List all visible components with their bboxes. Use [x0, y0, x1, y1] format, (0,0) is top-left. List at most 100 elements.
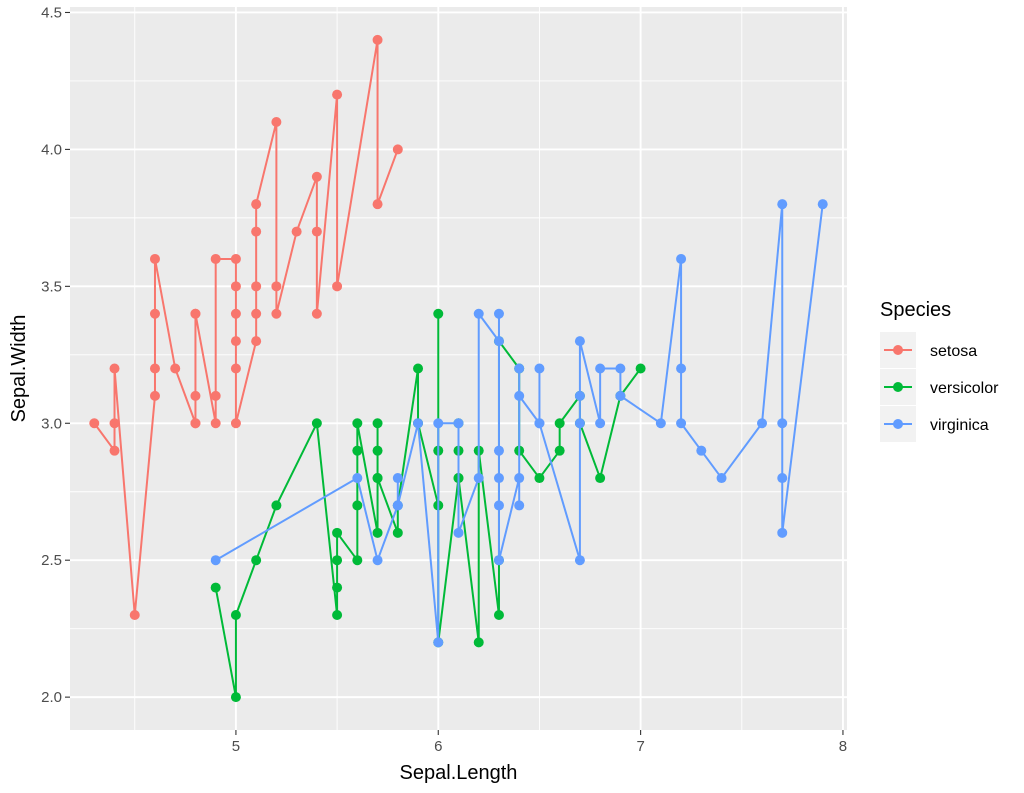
- data-point-virginica: [574, 555, 585, 566]
- legend-key-point: [893, 382, 903, 392]
- data-point-virginica: [574, 390, 585, 401]
- y-tick-label: 2.5: [41, 552, 62, 569]
- data-point-virginica: [676, 253, 687, 264]
- data-point-virginica: [777, 473, 788, 484]
- data-point-versicolor: [493, 609, 504, 620]
- data-point-versicolor: [372, 473, 383, 484]
- data-point-setosa: [251, 336, 262, 347]
- data-point-virginica: [433, 418, 444, 429]
- data-point-versicolor: [554, 418, 565, 429]
- data-point-versicolor: [352, 445, 363, 456]
- data-point-setosa: [230, 363, 241, 374]
- data-point-setosa: [129, 609, 140, 620]
- legend-label: versicolor: [930, 380, 999, 397]
- y-tick-label: 4.5: [41, 4, 62, 21]
- legend-item-virginica: virginica: [880, 406, 989, 442]
- data-point-versicolor: [534, 473, 545, 484]
- legend-key-point: [893, 345, 903, 355]
- data-point-virginica: [514, 390, 525, 401]
- data-point-virginica: [352, 473, 363, 484]
- data-point-setosa: [251, 308, 262, 319]
- data-point-virginica: [210, 555, 221, 566]
- data-point-setosa: [251, 226, 262, 237]
- x-tick-label: 5: [232, 738, 240, 755]
- data-point-setosa: [230, 336, 241, 347]
- data-point-virginica: [615, 390, 626, 401]
- data-point-virginica: [817, 199, 828, 210]
- data-point-versicolor: [554, 445, 565, 456]
- data-point-virginica: [777, 199, 788, 210]
- data-point-versicolor: [230, 692, 241, 703]
- data-point-virginica: [595, 418, 606, 429]
- data-point-setosa: [190, 390, 201, 401]
- data-point-virginica: [493, 555, 504, 566]
- data-point-versicolor: [595, 473, 606, 484]
- data-point-versicolor: [372, 418, 383, 429]
- data-point-virginica: [514, 500, 525, 511]
- legend: Species setosa versicolor virginica: [880, 299, 999, 442]
- data-point-setosa: [149, 308, 160, 319]
- data-point-setosa: [170, 363, 181, 374]
- data-point-versicolor: [352, 500, 363, 511]
- data-point-setosa: [311, 171, 322, 182]
- x-axis: 5 6 7 8: [232, 730, 847, 755]
- data-point-versicolor: [311, 418, 322, 429]
- data-point-virginica: [777, 418, 788, 429]
- data-point-versicolor: [352, 418, 363, 429]
- data-point-setosa: [109, 418, 120, 429]
- series-setosa: [89, 34, 403, 620]
- data-point-virginica: [493, 308, 504, 319]
- y-tick-label: 3.5: [41, 278, 62, 295]
- data-point-virginica: [413, 418, 424, 429]
- data-point-setosa: [251, 199, 262, 210]
- data-point-virginica: [453, 418, 464, 429]
- data-point-setosa: [210, 390, 221, 401]
- data-point-setosa: [271, 117, 282, 128]
- data-point-setosa: [271, 281, 282, 292]
- data-point-virginica: [392, 473, 403, 484]
- data-point-setosa: [149, 363, 160, 374]
- data-point-versicolor: [413, 363, 424, 374]
- data-point-virginica: [392, 500, 403, 511]
- data-point-versicolor: [473, 637, 484, 648]
- data-point-virginica: [757, 418, 768, 429]
- data-point-virginica: [777, 527, 788, 538]
- data-point-virginica: [615, 363, 626, 374]
- data-point-setosa: [89, 418, 100, 429]
- data-point-setosa: [109, 445, 120, 456]
- data-point-setosa: [230, 308, 241, 319]
- data-point-virginica: [433, 637, 444, 648]
- data-point-setosa: [149, 253, 160, 264]
- data-point-setosa: [311, 308, 322, 319]
- data-point-versicolor: [332, 527, 343, 538]
- data-point-virginica: [473, 308, 484, 319]
- legend-label: setosa: [930, 343, 977, 360]
- y-tick-label: 4.0: [41, 141, 62, 158]
- y-tick-label: 3.0: [41, 415, 62, 432]
- data-point-versicolor: [392, 527, 403, 538]
- data-point-versicolor: [372, 527, 383, 538]
- series-line-versicolor: [214, 312, 642, 699]
- data-point-setosa: [271, 308, 282, 319]
- data-point-setosa: [210, 253, 221, 264]
- data-point-virginica: [514, 363, 525, 374]
- legend-item-versicolor: versicolor: [880, 369, 999, 405]
- data-point-virginica: [696, 445, 707, 456]
- data-point-setosa: [332, 281, 343, 292]
- data-point-virginica: [716, 473, 727, 484]
- data-point-setosa: [230, 418, 241, 429]
- data-point-setosa: [109, 363, 120, 374]
- legend-title: Species: [880, 299, 951, 321]
- data-point-virginica: [493, 500, 504, 511]
- series-line-virginica: [215, 203, 824, 644]
- data-point-setosa: [230, 253, 241, 264]
- data-point-versicolor: [332, 555, 343, 566]
- data-point-setosa: [190, 308, 201, 319]
- data-point-versicolor: [230, 609, 241, 620]
- data-point-setosa: [210, 418, 221, 429]
- x-tick-label: 7: [636, 738, 644, 755]
- x-tick-label: 8: [839, 738, 847, 755]
- data-point-setosa: [332, 89, 343, 100]
- data-point-virginica: [514, 473, 525, 484]
